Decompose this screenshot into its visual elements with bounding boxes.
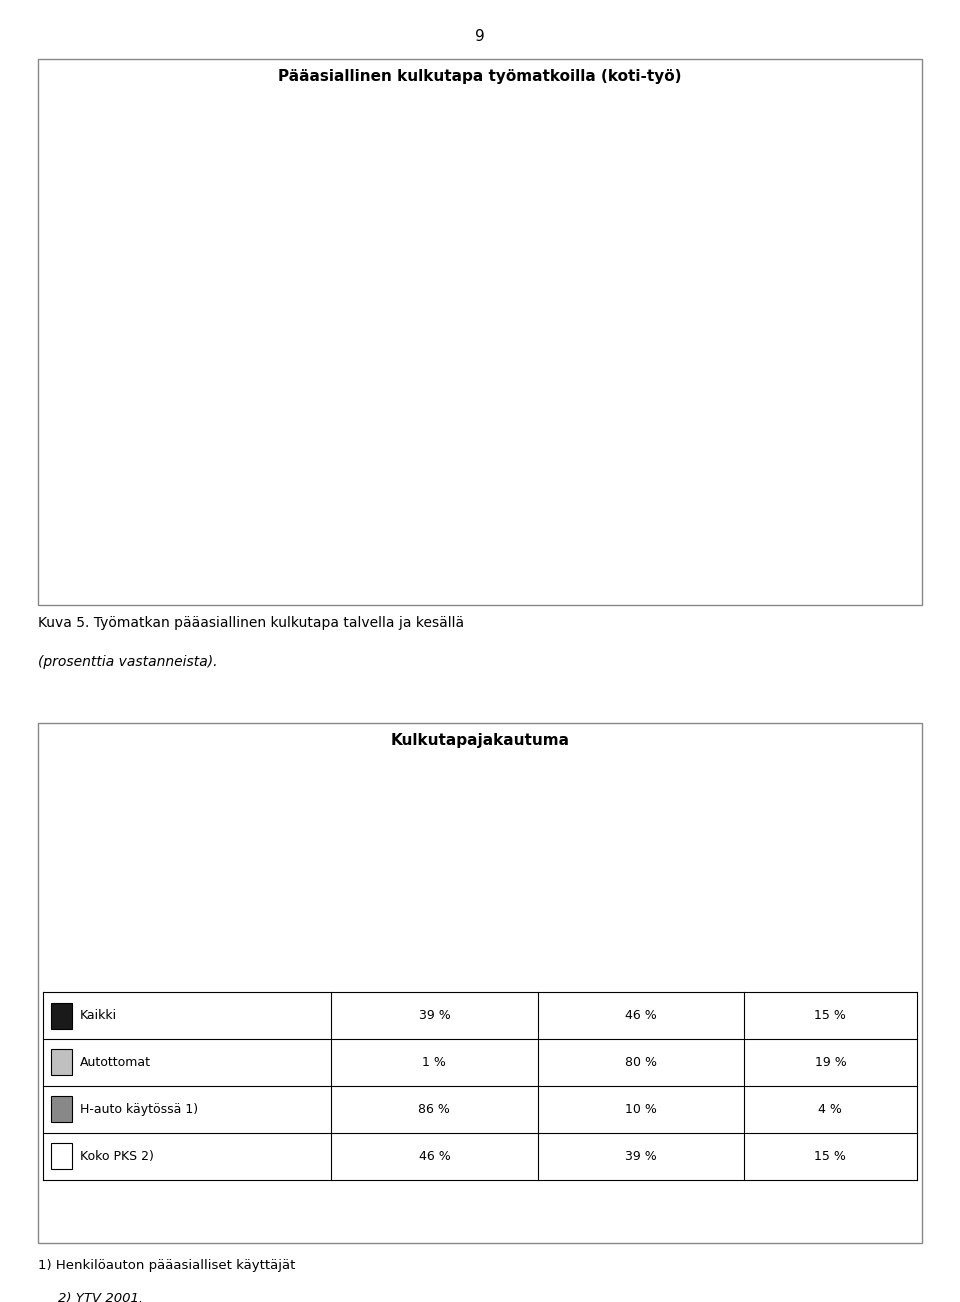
Text: 46 %: 46 %	[419, 1150, 450, 1163]
Text: 86 %: 86 %	[419, 1103, 450, 1116]
Bar	[250, 462, 274, 479]
Text: 2) YTV 2001.: 2) YTV 2001.	[58, 1292, 143, 1302]
Bar	[250, 372, 674, 389]
Text: 46 %: 46 %	[625, 1009, 657, 1022]
Bar	[725, 941, 772, 983]
Bar	[250, 389, 281, 406]
Text: 9: 9	[475, 29, 485, 44]
Text: 80 %: 80 %	[625, 1056, 657, 1069]
Bar	[250, 193, 721, 210]
Bar	[819, 950, 867, 983]
Bar	[151, 897, 199, 983]
Bar	[772, 974, 819, 983]
Text: 39 %: 39 %	[625, 1150, 657, 1163]
Bar	[246, 793, 293, 983]
Bar	[414, 881, 462, 983]
Text: (prosenttia vastanneista).: (prosenttia vastanneista).	[38, 655, 218, 669]
Legend: Kesällä, Talvella: Kesällä, Talvella	[474, 556, 654, 581]
Text: Koko PKS 2): Koko PKS 2)	[80, 1150, 154, 1163]
Text: H-auto käytössä 1): H-auto käytössä 1)	[80, 1103, 198, 1116]
Text: Pääasiallinen kulkutapa työmatkoilla (koti-työ): Pääasiallinen kulkutapa työmatkoilla (ko…	[278, 69, 682, 85]
Bar	[250, 299, 415, 316]
Text: 15 %: 15 %	[814, 1150, 847, 1163]
Bar	[293, 881, 341, 983]
Text: Autottomat: Autottomat	[80, 1056, 151, 1069]
Bar	[250, 479, 274, 497]
Bar	[509, 961, 556, 983]
Bar	[250, 165, 800, 182]
Bar	[677, 950, 725, 983]
Bar	[250, 345, 313, 362]
Text: 10 %: 10 %	[625, 1103, 657, 1116]
Bar	[250, 418, 260, 435]
Bar	[250, 210, 784, 227]
Bar	[250, 147, 612, 165]
Bar	[250, 435, 265, 452]
Text: Kuva 5. Työmatkan pääasiallinen kulkutapa talvella ja kesällä: Kuva 5. Työmatkan pääasiallinen kulkutap…	[38, 616, 465, 630]
Text: 15 %: 15 %	[814, 1009, 847, 1022]
Bar	[250, 238, 344, 255]
Bar	[556, 897, 604, 983]
Bar	[250, 255, 439, 272]
Text: 4 %: 4 %	[819, 1103, 842, 1116]
Bar	[462, 806, 509, 983]
Text: 19 %: 19 %	[814, 1056, 847, 1069]
Text: Kaikki: Kaikki	[80, 1009, 117, 1022]
Text: Kulkutapajakautuma: Kulkutapajakautuma	[391, 733, 569, 749]
Text: 1) Henkilöauton pääasialliset käyttäjät: 1) Henkilöauton pääasialliset käyttäjät	[38, 1259, 296, 1272]
Bar	[199, 980, 246, 983]
Text: 1 %: 1 %	[422, 1056, 446, 1069]
Bar	[250, 283, 391, 299]
Bar	[250, 328, 289, 345]
Text: 39 %: 39 %	[419, 1009, 450, 1022]
